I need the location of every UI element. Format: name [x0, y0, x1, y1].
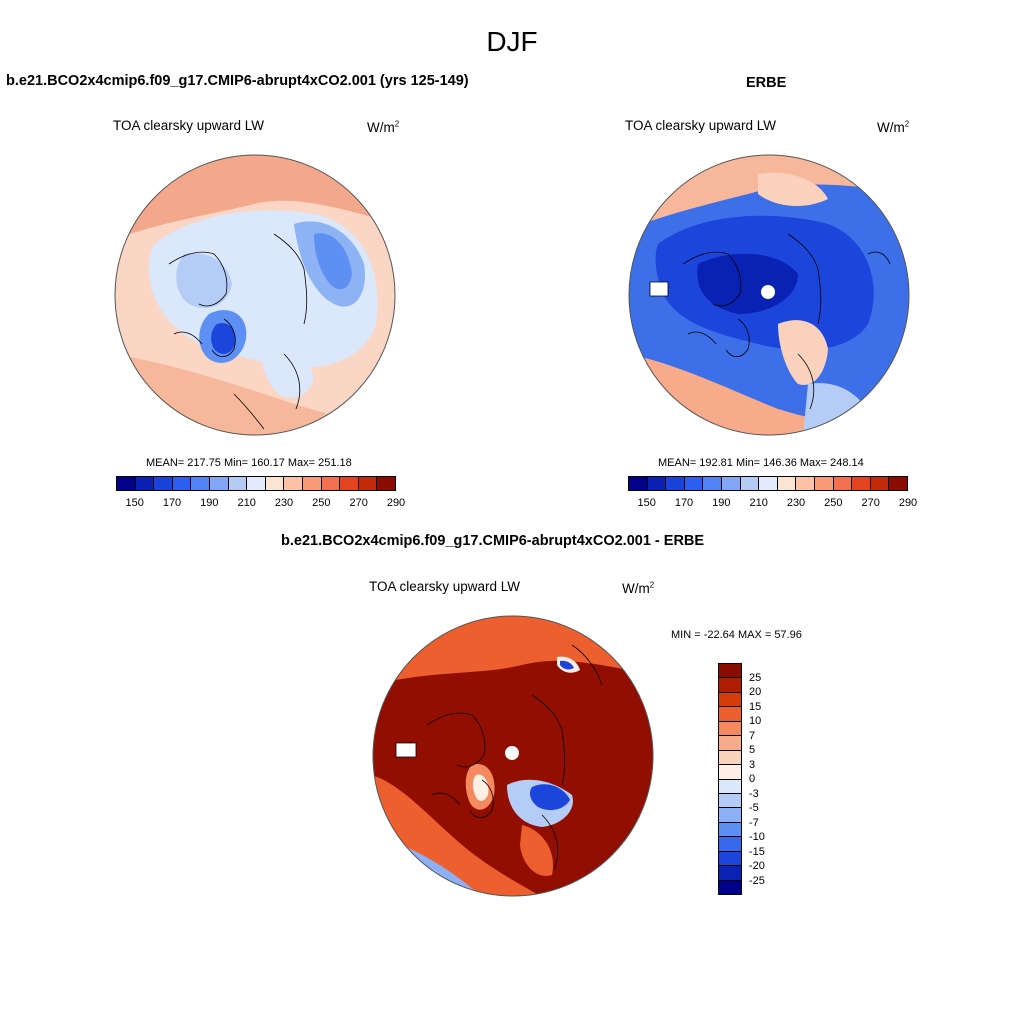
- model-colorbar-tick-label: 230: [274, 497, 294, 509]
- diff-colorbar-tick-label: -15: [749, 845, 765, 858]
- model-colorbar-swatch: [209, 477, 229, 490]
- model-colorbar-swatch: [377, 477, 395, 490]
- diff-colorbar-tick-label: -20: [749, 860, 765, 872]
- obs-colorbar-swatch: [703, 477, 722, 490]
- obs-colorbar-swatch: [647, 477, 667, 490]
- obs-colorbar-swatch: [666, 477, 685, 490]
- diff-colorbar-tick-label: -25: [749, 874, 765, 887]
- obs-colorbar-labels: 150 170 190 210 230 250 270 290: [628, 497, 917, 511]
- diff-colorbar-swatch: [719, 707, 741, 722]
- obs-variable-label: TOA clearsky upward LW: [625, 118, 777, 133]
- obs-colorbar-tick-label: 190: [712, 497, 731, 509]
- model-colorbar-swatch: [302, 477, 322, 490]
- diff-colorbar-swatch: [719, 664, 741, 679]
- diff-colorbar-swatch: [719, 750, 741, 766]
- diff-colorbar-tick-label: 3: [749, 758, 756, 771]
- obs-colorbar-tick-label: 250: [824, 497, 843, 509]
- diff-colorbar-swatch: [719, 765, 741, 780]
- model-colorbar-tick-label: 150: [125, 497, 144, 509]
- obs-colorbar-swatch: [889, 477, 907, 490]
- page-title: DJF: [486, 26, 538, 57]
- model-panel-title: b.e21.BCO2x4cmip6.f09_g17.CMIP6-abrupt4x…: [6, 73, 469, 89]
- diff-colorbar-swatch: [719, 837, 741, 852]
- diff-variable-label: TOA clearsky upward LW: [369, 579, 521, 594]
- obs-colorbar-swatch: [852, 477, 871, 490]
- diff-colorbar-swatch: [719, 851, 741, 867]
- model-colorbar-swatch: [135, 477, 155, 490]
- model-variable-label: TOA clearsky upward LW: [113, 118, 265, 133]
- obs-colorbar-tick-label: 230: [786, 497, 806, 509]
- model-colorbar-tick-label: 270: [349, 497, 368, 509]
- model-stats: MEAN= 217.75 Min= 160.17 Max= 251.18: [146, 457, 352, 469]
- model-colorbar-swatch: [117, 477, 136, 490]
- model-colorbar-tick-label: 250: [312, 497, 331, 509]
- obs-colorbar-swatch: [870, 477, 890, 490]
- diff-colorbar-swatch: [719, 880, 741, 894]
- obs-colorbar-swatch: [684, 477, 704, 490]
- diff-colorbar-tick-label: -5: [749, 802, 759, 814]
- diff-colorbar-swatch: [719, 866, 741, 881]
- diff-colorbar-swatch: [719, 808, 741, 823]
- model-colorbar-tick-label: 170: [162, 497, 182, 509]
- diff-colorbar-tick-label: 0: [749, 773, 756, 785]
- obs-units-label: W/m2: [877, 119, 910, 135]
- diff-colorbar-tick-label: -3: [749, 787, 759, 800]
- model-colorbar-swatch: [358, 477, 378, 490]
- obs-polar-map: [628, 154, 910, 436]
- model-colorbar-swatch: [172, 477, 192, 490]
- diff-colorbar-swatch: [719, 678, 741, 693]
- obs-colorbar-tick-label: 290: [898, 497, 918, 509]
- model-colorbar-swatch: [247, 477, 266, 490]
- diff-colorbar: [718, 663, 742, 895]
- model-colorbar-tick-label: 190: [200, 497, 219, 509]
- diff-colorbar-labels: 25 20 15 10 7 5 3 0 -3 -5 -7 -10 -15 -20 -25: [749, 663, 789, 895]
- model-polar-map: [114, 154, 396, 436]
- model-colorbar-swatch: [284, 477, 303, 490]
- model-colorbar-labels: 150 170 190 210 230 250 270 290: [116, 497, 405, 511]
- model-colorbar-swatch: [191, 477, 210, 490]
- obs-colorbar-swatch: [833, 477, 853, 490]
- obs-colorbar-swatch: [740, 477, 760, 490]
- diff-colorbar-swatch: [719, 779, 741, 794]
- obs-colorbar-swatch: [629, 477, 648, 490]
- model-colorbar-tick-label: 290: [386, 497, 406, 509]
- model-colorbar-tick-label: 210: [237, 497, 256, 509]
- obs-colorbar-tick-label: 170: [674, 497, 694, 509]
- model-colorbar-swatch: [228, 477, 248, 490]
- model-colorbar-swatch: [265, 477, 285, 490]
- diff-colorbar-tick-label: 5: [749, 744, 756, 756]
- diff-polar-map: [372, 615, 654, 897]
- model-colorbar: [116, 476, 396, 491]
- diff-panel-title: b.e21.BCO2x4cmip6.f09_g17.CMIP6-abrupt4x…: [281, 533, 705, 549]
- model-colorbar-swatch: [321, 477, 341, 490]
- obs-colorbar-swatch: [796, 477, 815, 490]
- diff-colorbar-swatch: [719, 736, 741, 751]
- obs-colorbar-tick-label: 210: [749, 497, 768, 509]
- obs-colorbar-swatch: [721, 477, 741, 490]
- obs-colorbar-swatch: [777, 477, 797, 490]
- obs-colorbar-tick-label: 270: [861, 497, 880, 509]
- model-colorbar-swatch: [154, 477, 173, 490]
- model-units-label: W/m2: [367, 119, 400, 135]
- diff-colorbar-tick-label: 7: [749, 729, 756, 742]
- diff-colorbar-swatch: [719, 721, 741, 737]
- obs-colorbar: [628, 476, 908, 491]
- diff-colorbar-swatch: [719, 692, 741, 708]
- diff-colorbar-tick-label: 20: [749, 686, 762, 698]
- obs-colorbar-swatch: [814, 477, 834, 490]
- diff-stats: MIN = -22.64 MAX = 57.96: [671, 629, 802, 641]
- obs-colorbar-swatch: [759, 477, 778, 490]
- diff-colorbar-tick-label: -7: [749, 816, 759, 829]
- model-colorbar-swatch: [340, 477, 359, 490]
- diff-colorbar-swatch: [719, 822, 741, 838]
- diff-colorbar-tick-label: 25: [749, 671, 762, 684]
- diff-units-label: W/m2: [622, 580, 655, 596]
- obs-stats: MEAN= 192.81 Min= 146.36 Max= 248.14: [658, 457, 864, 469]
- diff-colorbar-tick-label: -10: [749, 831, 765, 843]
- diff-colorbar-swatch: [719, 793, 741, 809]
- diff-colorbar-tick-label: 10: [749, 715, 762, 727]
- obs-colorbar-tick-label: 150: [637, 497, 656, 509]
- diff-colorbar-tick-label: 15: [749, 700, 762, 713]
- obs-panel-title: ERBE: [746, 75, 787, 91]
